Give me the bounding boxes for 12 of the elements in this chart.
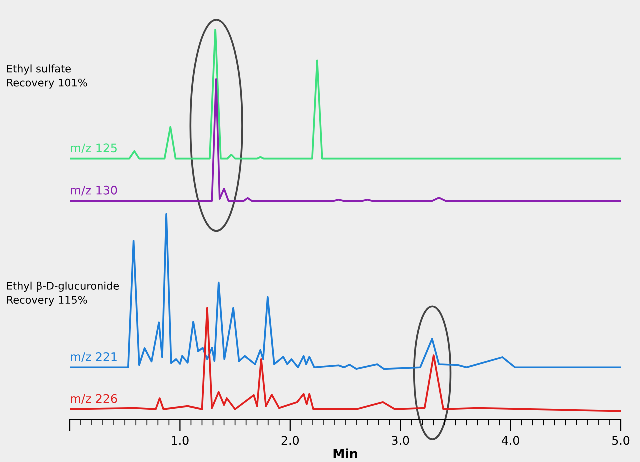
x-tick-label: 4.0: [502, 436, 520, 446]
x-axis-title: Min: [334, 448, 358, 458]
x-tick-label: 5.0: [612, 436, 630, 446]
series-label: m/z 125: [71, 144, 117, 154]
series-label: m/z 221: [71, 352, 117, 362]
x-tick-label: 3.0: [392, 436, 410, 446]
x-tick-label: 1.0: [172, 436, 189, 446]
annotation: Ethyl sulfate Recovery 101%: [7, 64, 88, 89]
series-label: m/z 130: [71, 186, 118, 196]
series-label: m/z 226: [71, 394, 118, 404]
x-tick-label: 2.0: [282, 436, 300, 446]
annotation: Ethyl β-D-glucuronide Recovery 115%: [7, 282, 120, 306]
